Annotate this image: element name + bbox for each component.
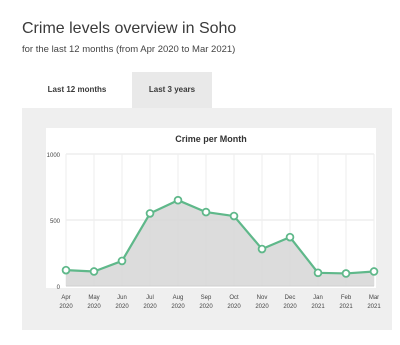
area-fill bbox=[66, 200, 374, 286]
y-tick-label: 1000 bbox=[47, 153, 61, 159]
x-tick-label-month: Mar bbox=[369, 295, 379, 301]
crime-per-month-chart: Crime per Month 0 500 1000 Apr 2020 May 2020 J… bbox=[46, 128, 381, 310]
data-point bbox=[313, 268, 323, 278]
x-tick-label-month: Sep bbox=[201, 295, 212, 301]
x-tick-label-month: Nov bbox=[257, 295, 268, 301]
x-tick-label-month: Jul bbox=[146, 295, 154, 301]
chart-title: Crime per Month bbox=[175, 134, 247, 144]
x-tick-label-month: Feb bbox=[341, 295, 352, 301]
page-subtitle: for the last 12 months (from Apr 2020 to… bbox=[22, 44, 236, 55]
x-tick-label-year: 2020 bbox=[199, 304, 213, 310]
x-tick-label-year: 2020 bbox=[283, 304, 297, 310]
data-point bbox=[285, 232, 295, 242]
x-tick-label-year: 2020 bbox=[255, 304, 269, 310]
data-point bbox=[173, 195, 183, 205]
data-point bbox=[61, 265, 71, 275]
chart-panel: Crime per Month 0 500 1000 Apr 2020 May 2020 J… bbox=[22, 108, 392, 330]
data-point bbox=[257, 244, 267, 254]
x-tick-label-month: Jan bbox=[313, 295, 323, 301]
y-tick-label: 500 bbox=[50, 219, 61, 225]
y-tick-label: 0 bbox=[57, 285, 61, 291]
x-tick-label-year: 2021 bbox=[339, 304, 353, 310]
x-tick-label-month: Apr bbox=[61, 295, 70, 301]
x-tick-label-year: 2020 bbox=[227, 304, 241, 310]
data-point bbox=[341, 269, 351, 278]
x-tick-label-month: Aug bbox=[173, 295, 184, 301]
data-point bbox=[117, 256, 127, 266]
x-tick-label-year: 2021 bbox=[367, 304, 381, 310]
series-line bbox=[65, 199, 375, 275]
tab-last-12-months[interactable]: Last 12 months bbox=[22, 72, 132, 110]
period-tabs: Last 12 months Last 3 years bbox=[22, 72, 212, 110]
data-point bbox=[369, 267, 379, 276]
x-tick-label-month: Oct bbox=[229, 295, 239, 301]
x-tick-label-year: 2020 bbox=[59, 304, 73, 310]
x-tick-label-year: 2020 bbox=[171, 304, 185, 310]
data-point bbox=[229, 211, 239, 221]
x-tick-label-month: Jun bbox=[117, 295, 127, 301]
x-tick-label-month: May bbox=[88, 295, 99, 301]
page-title: Crime levels overview in Soho bbox=[22, 20, 237, 37]
x-tick-label-year: 2021 bbox=[311, 304, 325, 310]
x-tick-label-year: 2020 bbox=[115, 304, 129, 310]
x-tick-label-year: 2020 bbox=[143, 304, 157, 310]
x-tick-label-year: 2020 bbox=[87, 304, 101, 310]
data-point bbox=[145, 209, 155, 218]
tab-last-3-years[interactable]: Last 3 years bbox=[132, 72, 212, 108]
data-point bbox=[201, 207, 211, 217]
x-tick-label-month: Dec bbox=[285, 295, 296, 301]
data-point bbox=[89, 267, 99, 276]
